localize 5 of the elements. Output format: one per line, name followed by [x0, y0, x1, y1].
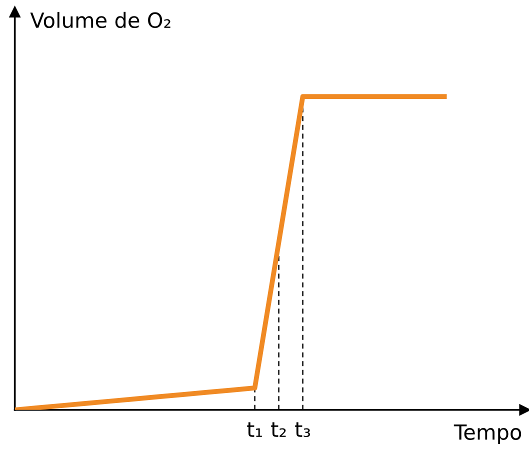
x-axis-title: Tempo — [454, 424, 522, 444]
x-tick-label: t₁ — [247, 422, 262, 437]
x-tick-label: t₃ — [295, 422, 310, 438]
x-tick-label: t₂ — [271, 422, 286, 437]
y-axis-title: Volume de O₂ — [30, 12, 170, 28]
